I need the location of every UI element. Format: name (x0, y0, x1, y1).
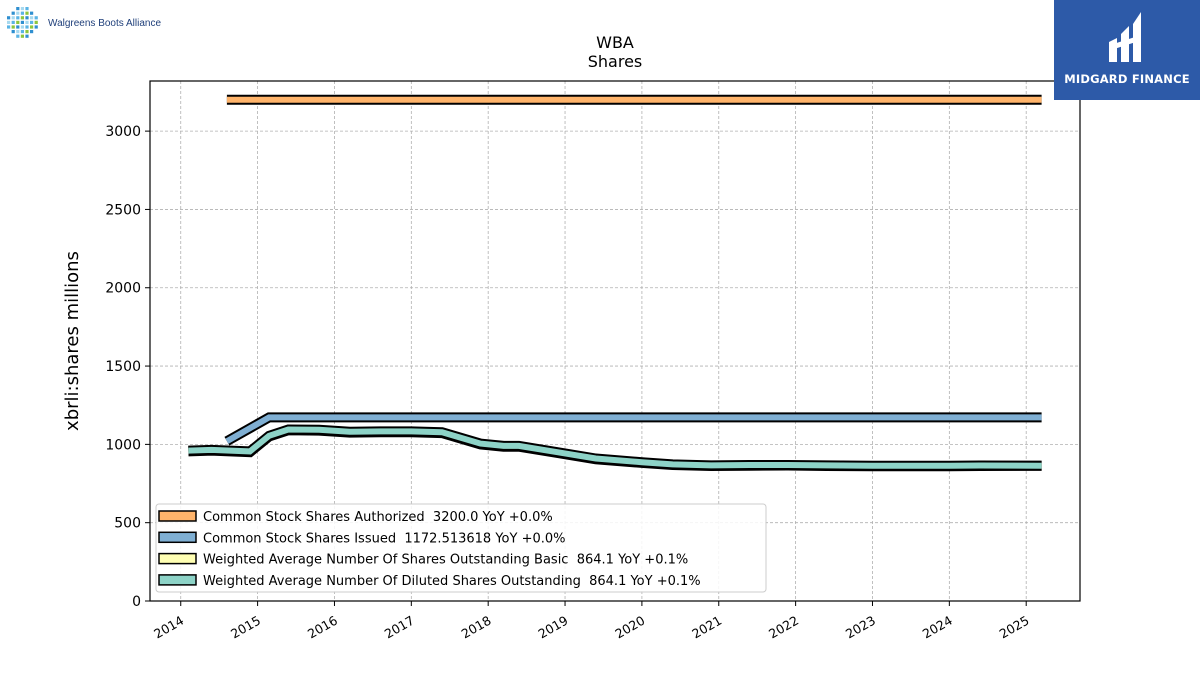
y-tick-label: 1000 (105, 437, 141, 453)
x-tick-label: 2019 (535, 613, 570, 642)
x-tick-label: 2018 (459, 613, 494, 642)
plot-frame (149, 80, 1081, 602)
y-tick-label: 2500 (105, 202, 141, 218)
y-tick-label: 1500 (105, 359, 141, 375)
legend: Common Stock Shares Authorized 3200.0 Yo… (155, 503, 767, 593)
legend-swatch (158, 531, 197, 544)
x-tick-label: 2023 (843, 613, 878, 642)
legend-swatch (158, 574, 197, 586)
y-tick-label: 3000 (105, 124, 141, 140)
company-name: Walgreens Boots Alliance (48, 17, 162, 29)
legend-label: Weighted Average Number Of Shares Outsta… (203, 553, 688, 568)
legend-box (155, 503, 767, 593)
brand-badge: MIDGARD FINANCE (1054, 0, 1200, 100)
legend-swatch (158, 552, 197, 565)
x-tick-label: 2015 (228, 613, 263, 642)
y-tick-label: 2000 (105, 281, 141, 297)
legend-label: Common Stock Shares Issued 1172.513618 Y… (203, 531, 565, 546)
legend-label: Weighted Average Number Of Diluted Share… (203, 574, 701, 589)
brand-name: MIDGARD FINANCE (1064, 72, 1190, 86)
y-tick-label: 500 (114, 516, 141, 532)
legend-swatch (158, 510, 197, 522)
chart-subtitle: Shares (588, 52, 643, 71)
company-logo-mark-icon (7, 7, 38, 38)
x-tick-label: 2016 (305, 613, 340, 642)
legend-label: Common Stock Shares Authorized 3200.0 Yo… (203, 510, 553, 525)
y-axis-label: xbrli:shares millions (62, 251, 83, 431)
x-tick-label: 2024 (920, 613, 955, 642)
x-tick-label: 2025 (997, 613, 1032, 642)
chart-title: WBA (596, 33, 634, 52)
series-line-1 (225, 414, 1042, 444)
y-tick-label: 0 (132, 594, 141, 610)
x-tick-label: 2017 (382, 613, 417, 642)
x-tick-label: 2021 (689, 613, 724, 642)
brand-logo-icon (1109, 12, 1141, 62)
series-line-3 (188, 426, 1042, 469)
company-logo: Walgreens Boots Alliance (4, 4, 161, 42)
x-tick-label: 2014 (151, 613, 186, 642)
x-tick-label: 2022 (766, 613, 801, 642)
x-tick-label: 2020 (612, 613, 647, 642)
